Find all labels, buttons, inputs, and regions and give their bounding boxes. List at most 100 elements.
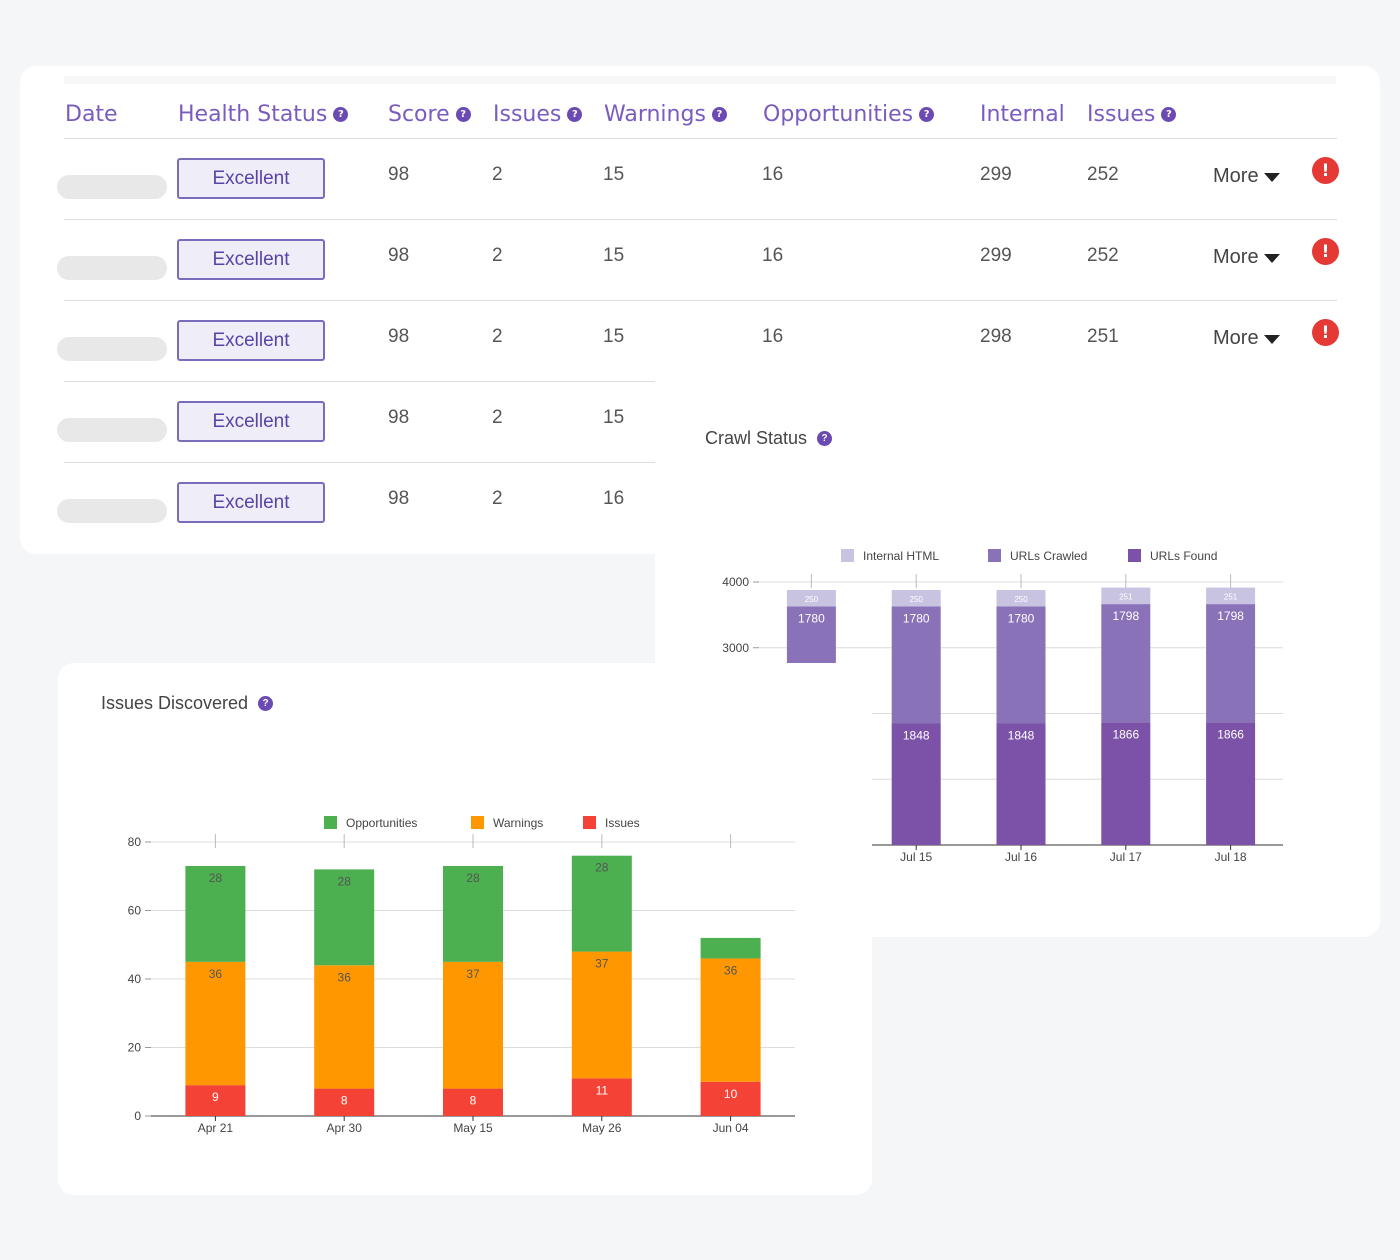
legend-swatch [583,816,596,829]
table-top-strip [64,76,1336,84]
bar-segment [1101,604,1151,723]
help-icon[interactable]: ? [455,107,471,122]
header-issues[interactable]: Issues ? [493,102,583,127]
crawl-status-title: Crawl Status ? [705,428,833,449]
alert-icon[interactable]: ! [1312,157,1339,184]
data-label: 8 [470,1094,477,1108]
y-tick-label: 40 [128,972,142,986]
bar-segment [185,865,246,962]
health-status-button[interactable]: Excellent [177,482,325,523]
health-status-button[interactable]: Excellent [177,158,325,199]
help-icon[interactable]: ? [919,107,935,122]
bar-segment [443,961,503,1089]
issues-value: 2 [492,488,503,509]
caret-down-icon [1263,254,1280,263]
header-score-label: Score [388,102,450,127]
more-label: More [1213,165,1259,187]
issues-discovered-title-text: Issues Discovered [101,693,249,713]
x-tick-label: May 15 [453,1121,493,1135]
issues-value: 2 [492,407,503,428]
date-placeholder [57,499,167,523]
data-label: 1780 [798,611,825,625]
header-issues-label: Issues [493,102,562,127]
header-internal[interactable]: Internal [980,102,1065,127]
alert-icon[interactable]: ! [1312,319,1339,346]
help-icon[interactable]: ? [333,107,349,122]
table-row: Excellent 98 2 16 [20,463,1380,544]
header-health-status[interactable]: Health Status ? [178,102,349,127]
issues-discovered-chart: 0 20 40 60 80 9 36 28 Apr 21 8 36 28 Apr 30 8 37 28 May … [128,816,795,1135]
data-label: 8 [341,1094,348,1108]
header-score[interactable]: Score ? [388,102,471,127]
bar-segment [700,1081,761,1116]
y-tick-label: 3000 [722,641,749,655]
data-label: 36 [209,967,223,981]
bar-segment [1101,587,1151,605]
more-dropdown[interactable]: More [1213,327,1280,350]
alert-icon[interactable]: ! [1312,238,1339,265]
x-tick-label: Jul 18 [1215,850,1247,864]
warnings-value: 15 [603,407,625,428]
opportunities-value: 16 [762,326,784,347]
data-label: 250 [1014,595,1028,604]
y-tick-label: 20 [128,1041,142,1055]
legend-swatch [1128,549,1141,562]
health-status-button[interactable]: Excellent [177,239,325,280]
bar-segment [571,855,632,952]
x-tick-label: Jul 17 [1110,850,1142,864]
data-label: 28 [466,871,480,885]
header-issues-2-label: Issues [1087,102,1156,127]
help-icon[interactable]: ? [711,107,727,122]
data-label: 1798 [1217,609,1244,623]
y-tick-label: 4000 [722,575,749,589]
bar-segment [996,606,1046,724]
warnings-value: 15 [603,245,625,266]
data-label: 10 [724,1087,738,1101]
row-divider [64,219,1337,220]
x-tick-label: Apr 21 [198,1121,234,1135]
data-label: 37 [595,957,609,971]
more-label: More [1213,327,1259,349]
more-dropdown[interactable]: More [1213,165,1280,188]
warnings-value: 15 [603,326,625,347]
health-status-button[interactable]: Excellent [177,401,325,442]
issues-discovered-card: Issues Discovered ? 0 20 40 60 80 9 36 28 Apr 21… [58,663,872,1195]
score-value: 98 [388,245,410,266]
help-icon[interactable]: ? [258,696,274,711]
issues-value: 2 [492,326,503,347]
bar-segment [314,1088,375,1116]
help-icon[interactable]: ? [567,107,583,122]
header-date[interactable]: Date [65,102,118,127]
data-label: 1848 [1008,728,1035,742]
issues-value: 2 [492,164,503,185]
data-label: 251 [1224,593,1238,602]
data-label: 28 [209,871,223,885]
more-dropdown[interactable]: More [1213,246,1280,269]
internal-value: 299 [980,164,1012,185]
warnings-value: 15 [603,164,625,185]
header-date-label: Date [65,102,118,127]
header-issues-2[interactable]: Issues ? [1087,102,1177,127]
header-warnings[interactable]: Warnings ? [604,102,727,127]
issues-2-value: 252 [1087,164,1119,185]
crawl-status-card: Crawl Status ? 0100020003000400018481780… [655,380,1380,937]
header-internal-label: Internal [980,102,1065,127]
caret-down-icon [1263,335,1280,344]
opportunities-value: 16 [762,164,784,185]
x-tick-label: May 26 [582,1121,622,1135]
help-icon[interactable]: ? [1161,107,1177,122]
data-label: 1866 [1112,727,1139,741]
issues-value: 2 [492,245,503,266]
help-icon[interactable]: ? [817,431,833,446]
score-value: 98 [388,326,410,347]
bar-segment [1206,722,1256,845]
crawl-status-title-text: Crawl Status [705,428,808,448]
legend-swatch [988,549,1001,562]
bar-segment [185,1085,246,1116]
bar-segment [891,590,941,607]
bar-segment [571,951,632,1079]
health-status-button[interactable]: Excellent [177,320,325,361]
header-opportunities[interactable]: Opportunities ? [763,102,935,127]
data-label: 1798 [1112,609,1139,623]
legend-label: URLs Crawled [1010,549,1087,563]
